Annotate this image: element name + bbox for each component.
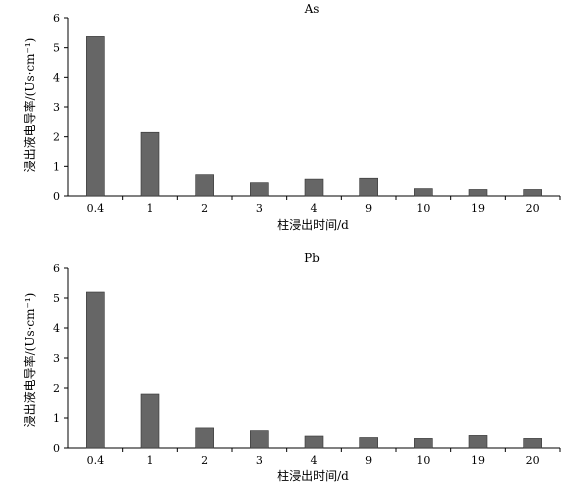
y-tick-label: 4 xyxy=(53,71,60,84)
x-tick-label: 1 xyxy=(147,454,154,467)
plot-area: 0 1 2 3 4 5 6 0.4 1 2 3 4 9 10 19 20 xyxy=(53,262,561,467)
bar-2 xyxy=(195,427,214,449)
x-tick-label: 9 xyxy=(365,202,372,215)
bar-9 xyxy=(359,177,378,197)
y-tick-label: 3 xyxy=(53,101,60,114)
y-tick-label: 3 xyxy=(53,352,60,365)
x-axis-label: 柱浸出时间/d xyxy=(277,468,349,483)
y-axis-label: 浸出液电导率/(Us·cm⁻¹) xyxy=(22,38,37,173)
x-tick-label: 0.4 xyxy=(87,454,105,467)
bar-3 xyxy=(250,182,269,197)
y-tick-label: 1 xyxy=(53,160,60,173)
y-tick-label: 2 xyxy=(53,382,60,395)
x-tick-label: 9 xyxy=(365,454,372,467)
y-tick-label: 2 xyxy=(53,131,60,144)
y-tick-label: 5 xyxy=(53,292,60,305)
x-tick-label: 10 xyxy=(416,202,430,215)
y-tick-label: 0 xyxy=(53,190,60,203)
x-tick-label: 4 xyxy=(311,454,318,467)
bar-0.4 xyxy=(86,291,105,449)
x-tick-label: 2 xyxy=(201,202,208,215)
x-tick-label: 3 xyxy=(256,454,263,467)
x-tick-label: 20 xyxy=(526,202,540,215)
x-tick-label: 19 xyxy=(471,202,485,215)
x-axis-label: 柱浸出时间/d xyxy=(277,217,349,232)
x-tick-label: 19 xyxy=(471,454,485,467)
chart-pb: Pb 浸出液电导率/(Us·cm⁻¹) 柱浸出时间/d 0 1 2 3 4 5 6 0.4 1 2… xyxy=(22,251,561,483)
x-tick-label: 10 xyxy=(416,454,430,467)
bar-20 xyxy=(523,189,542,197)
y-tick-label: 5 xyxy=(53,42,60,55)
y-tick-label: 6 xyxy=(53,12,60,25)
y-tick-label: 1 xyxy=(53,412,60,425)
bar-4 xyxy=(304,178,324,197)
bar-1 xyxy=(140,393,160,449)
y-axis-label: 浸出液电导率/(Us·cm⁻¹) xyxy=(22,293,37,428)
chart-as: As 浸出液电导率/(Us·cm⁻¹) 柱浸出时间/d 0 1 2 3 4 5 6 0.4 1 2… xyxy=(22,2,561,232)
chart-title: Pb xyxy=(304,251,320,265)
bar-9 xyxy=(359,437,378,449)
bar-20 xyxy=(523,438,542,449)
bar-10 xyxy=(414,188,433,197)
y-tick-label: 4 xyxy=(53,322,60,335)
x-tick-label: 1 xyxy=(147,202,154,215)
bar-3 xyxy=(250,430,269,449)
bar-2 xyxy=(195,174,214,197)
chart-title: As xyxy=(304,2,320,16)
plot-area: 0 1 2 3 4 5 6 0.4 1 2 3 4 9 10 19 20 xyxy=(53,12,561,215)
y-tick-label: 6 xyxy=(53,262,60,275)
bar-4 xyxy=(304,435,324,449)
x-tick-label: 4 xyxy=(311,202,318,215)
bar-1 xyxy=(140,131,160,197)
x-tick-label: 0.4 xyxy=(87,202,105,215)
bar-19 xyxy=(468,189,488,197)
bar-0.4 xyxy=(86,36,105,197)
y-tick-label: 0 xyxy=(53,442,60,455)
bar-10 xyxy=(414,438,433,449)
x-tick-label: 3 xyxy=(256,202,263,215)
bar-19 xyxy=(468,435,488,449)
x-tick-label: 20 xyxy=(526,454,540,467)
x-tick-label: 2 xyxy=(201,454,208,467)
